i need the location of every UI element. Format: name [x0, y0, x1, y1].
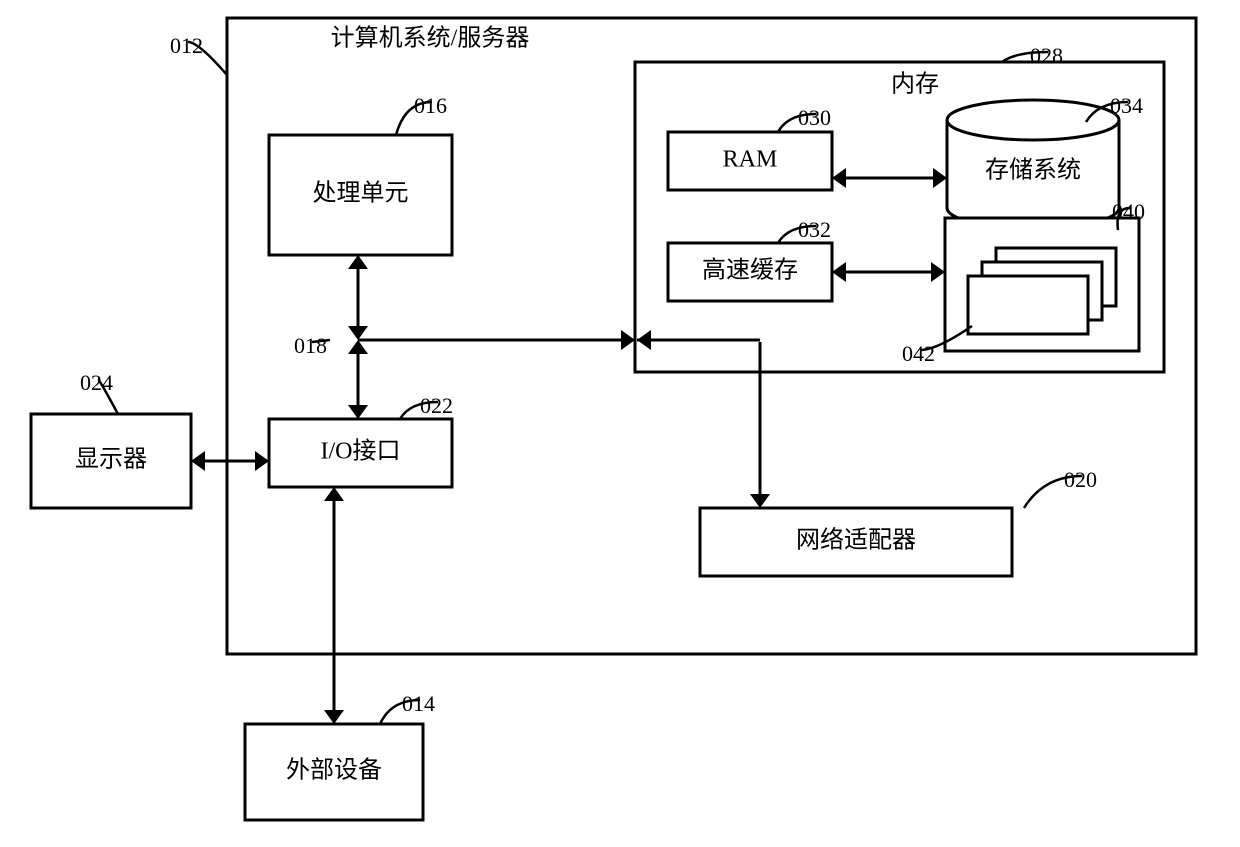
storage-top: [947, 100, 1119, 140]
ref-020: 020: [1064, 467, 1097, 492]
ref-032: 032: [798, 217, 831, 242]
ref-042: 042: [902, 341, 935, 366]
cache-label: 高速缓存: [702, 257, 798, 284]
processing_unit-label: 处理单元: [313, 180, 409, 207]
ref-024: 024: [80, 370, 113, 395]
ref-014: 014: [402, 691, 435, 716]
ref-034: 034: [1110, 93, 1143, 118]
display-label: 显示器: [75, 447, 147, 473]
memory-title: 内存: [891, 71, 939, 98]
system-title: 计算机系统/服务器: [331, 25, 530, 52]
ref-028: 028: [1030, 43, 1063, 68]
io_interface-label: I/O接口: [321, 438, 401, 465]
external_device-label: 外部设备: [286, 757, 382, 784]
module-card: [968, 276, 1088, 334]
storage-label: 存储系统: [985, 157, 1081, 184]
ram-label: RAM: [723, 147, 778, 173]
ref-018: 018: [294, 333, 327, 358]
ref-022: 022: [420, 393, 453, 418]
network_adapter-label: 网络适配器: [796, 527, 916, 554]
ref-030: 030: [798, 105, 831, 130]
